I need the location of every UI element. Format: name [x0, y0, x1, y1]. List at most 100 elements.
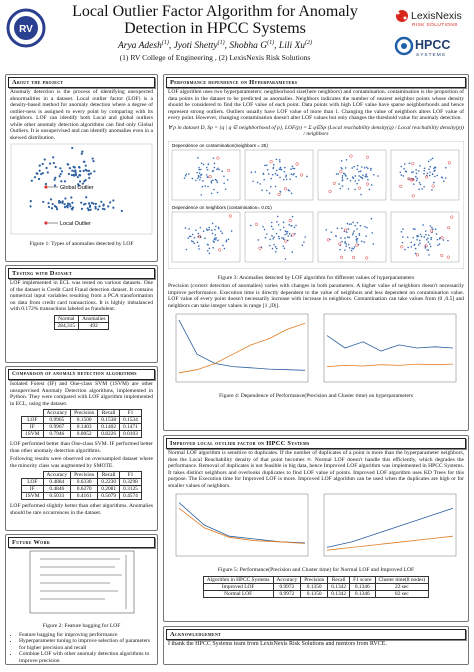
dot	[221, 169, 224, 172]
hpcc-logo: HPCC	[415, 38, 450, 52]
dot	[278, 237, 281, 239]
section-heading: About the project	[8, 77, 155, 88]
dot	[363, 240, 366, 243]
dot	[436, 174, 438, 176]
dot	[370, 217, 373, 219]
dot	[208, 247, 211, 249]
dot	[403, 162, 406, 165]
dot	[431, 157, 434, 159]
outlier	[440, 253, 444, 257]
dot	[356, 182, 358, 184]
dot	[291, 165, 294, 167]
table-cell: 0.0052	[70, 430, 99, 438]
dot	[213, 188, 215, 190]
dot	[259, 182, 261, 185]
dot	[196, 171, 198, 173]
outlier	[44, 185, 48, 189]
rv-logo-text: RV	[19, 24, 33, 35]
figure-row-label: Dependence on contamination(neighbors = …	[172, 143, 268, 148]
dot	[441, 176, 444, 179]
dot	[417, 243, 420, 246]
curve	[178, 319, 306, 371]
outlier	[431, 184, 435, 188]
dot	[348, 246, 351, 249]
dot	[344, 166, 347, 169]
dot	[262, 172, 265, 174]
dot	[370, 167, 372, 169]
dot	[442, 179, 445, 182]
dot	[283, 170, 286, 172]
plot-frame	[10, 143, 153, 235]
dot	[344, 172, 346, 175]
dot	[427, 160, 430, 162]
dot	[273, 243, 275, 245]
dot	[207, 176, 209, 178]
table-cell: 0.3298	[119, 478, 142, 486]
subplot-frame	[317, 211, 387, 262]
dot	[282, 226, 285, 228]
table-cell: 0.1346	[349, 589, 376, 598]
dot	[404, 169, 407, 172]
dot	[425, 229, 427, 232]
dot	[348, 236, 351, 238]
dot	[195, 179, 197, 181]
dot	[344, 236, 346, 239]
dot	[249, 224, 252, 226]
table-header: Accuracy	[272, 575, 302, 584]
table-cell: 0.5079	[97, 492, 121, 500]
dot	[404, 248, 406, 250]
figure-3: Dependence on contamination(neighbors = …	[167, 140, 465, 269]
dot	[89, 172, 93, 175]
dot	[97, 208, 100, 211]
dot	[438, 237, 441, 240]
dot	[279, 176, 281, 178]
dot	[87, 202, 91, 205]
dot	[423, 167, 426, 169]
dot	[354, 174, 357, 177]
dot	[73, 166, 76, 169]
dot	[412, 182, 415, 185]
dot	[216, 168, 218, 170]
outlier	[227, 168, 231, 172]
figure-5	[175, 493, 457, 557]
dot	[206, 243, 209, 245]
about-section: About the project Anomaly detection is t…	[5, 74, 158, 262]
dot	[412, 236, 415, 239]
dot	[277, 235, 280, 237]
dot	[94, 205, 97, 208]
dot	[102, 204, 105, 207]
dot	[269, 185, 272, 187]
outlier	[277, 192, 281, 196]
dot	[53, 178, 56, 181]
dot	[437, 243, 439, 246]
dot	[354, 179, 357, 182]
dot	[53, 184, 57, 187]
table-header: Algorithm in HPCC Systems	[202, 575, 274, 584]
dot	[408, 161, 411, 164]
dot	[270, 177, 273, 179]
separator: ,	[224, 41, 230, 52]
curve	[326, 363, 454, 367]
table-cell: 0.4884	[42, 478, 72, 486]
dot	[353, 229, 355, 232]
table-corner	[21, 409, 44, 417]
dot	[212, 156, 215, 159]
outlier	[365, 255, 369, 260]
dot	[216, 191, 219, 193]
outlier	[326, 237, 330, 241]
dot	[402, 174, 405, 177]
dot	[284, 257, 287, 260]
outlier	[300, 172, 304, 176]
dot	[64, 197, 67, 200]
dot	[290, 224, 292, 227]
dot	[445, 166, 447, 168]
dot	[276, 215, 279, 217]
dot	[347, 243, 350, 245]
dot	[295, 175, 297, 177]
curve	[326, 335, 454, 352]
dot	[223, 247, 226, 249]
dot	[87, 173, 90, 176]
dot	[373, 173, 375, 176]
dot	[205, 173, 208, 176]
dot	[212, 246, 214, 249]
